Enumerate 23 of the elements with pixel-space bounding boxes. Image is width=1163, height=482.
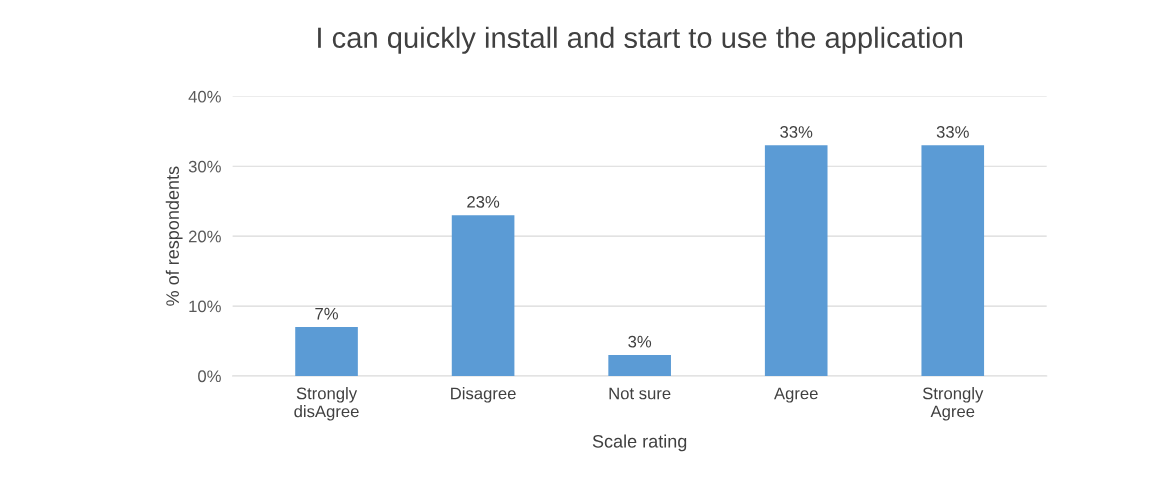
data-label: 3% — [628, 335, 652, 348]
data-label: 7% — [315, 307, 338, 320]
bar — [608, 354, 671, 376]
y-tick-label: 10% — [189, 300, 221, 313]
x-tick-label: Strongly Agree — [922, 387, 984, 421]
bar — [764, 145, 828, 376]
y-tick-label: 0% — [198, 370, 221, 383]
x-tick-label: Not sure — [609, 387, 671, 400]
y-tick-label: 40% — [188, 90, 221, 103]
x-tick-label: Agree — [774, 387, 818, 403]
y-tick-label: 30% — [188, 160, 221, 173]
data-label: 33% — [780, 126, 813, 138]
data-label: 23% — [467, 195, 500, 208]
x-axis-title: Scale rating — [592, 434, 687, 452]
y-tick-label: 20% — [188, 230, 221, 243]
x-tick-label: Disagree — [451, 387, 516, 403]
chart-title: I can quickly install and start to use the application — [318, 26, 963, 54]
bar — [921, 145, 985, 376]
bar — [451, 215, 515, 376]
y-axis-title: % of respondents — [165, 166, 183, 306]
x-tick-label: Strongly disAgree — [294, 387, 359, 421]
bar — [295, 327, 358, 376]
data-label: 33% — [936, 126, 969, 138]
